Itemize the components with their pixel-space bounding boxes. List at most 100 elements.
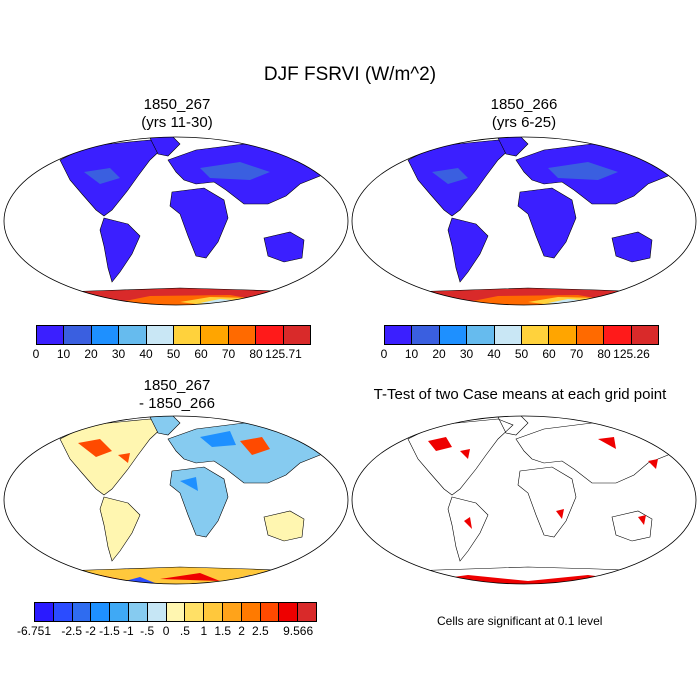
- colorbar-swatch: [119, 326, 147, 344]
- colorbar-tick-label: 125.26: [613, 347, 650, 361]
- colorbar-tick-label: -6.751: [16, 624, 52, 638]
- colorbar-tick-label: 1: [200, 624, 208, 638]
- colorbar-tick-label: 70: [221, 347, 236, 361]
- diff-panel-title: 1850_267 - 1850_266: [139, 377, 215, 412]
- significance-note: Cells are significant at 0.1 level: [437, 614, 603, 628]
- south-america-land: [99, 496, 141, 562]
- colorbar-swatch: [549, 326, 577, 344]
- colorbar-swatch: [256, 326, 284, 344]
- colorbar-tick-label: 80: [249, 347, 263, 361]
- colorbar-swatch: [279, 603, 299, 621]
- australia-land: [263, 510, 305, 542]
- australia-outline: [611, 510, 653, 542]
- colorbar-tick-label: .5: [179, 624, 190, 638]
- colorbar-tick-label: 9.566: [283, 624, 314, 638]
- colorbar-tick-label: -.5: [140, 624, 155, 638]
- colorbar-tick-label: 70: [569, 347, 584, 361]
- colorbar-swatch: [467, 326, 495, 344]
- colorbar-tick-label: 2: [238, 624, 245, 638]
- africa-land: [517, 187, 577, 259]
- ttest-map: [351, 415, 697, 585]
- colorbar-swatch: [604, 326, 632, 344]
- colorbar-tick-label: 2.5: [252, 624, 269, 638]
- colorbar-swatch: [128, 603, 148, 621]
- colorbar-tick-label: 40: [139, 347, 153, 361]
- colorbar-swatch: [201, 326, 229, 344]
- colorbar-swatch: [110, 603, 129, 621]
- colorbar-tick-label: 30: [111, 347, 126, 361]
- colorbar-swatch: [576, 326, 605, 344]
- colorbar-swatch: [91, 603, 111, 621]
- greenland-land: [149, 137, 181, 157]
- colorbar-swatch: [64, 326, 92, 344]
- colorbar-tick-label: 0: [380, 347, 388, 361]
- ttest-panel-title: T-Test of two Case means at each grid po…: [373, 386, 667, 403]
- colorbar-tick-label: 50: [514, 347, 529, 361]
- colorbar-swatch: [283, 326, 311, 344]
- colorbar-tick-label: 10: [56, 347, 71, 361]
- colorbar-swatch: [53, 603, 73, 621]
- colorbar-swatch: [185, 603, 205, 621]
- colorbar-swatch: [412, 326, 440, 344]
- colorbar-swatch: [174, 326, 202, 344]
- diff-colorbar-labels: -6.751 -2.5 -2 -1.5 -1 -.5 0 .5 1 1.5 2 2.5 9.566: [17, 624, 317, 640]
- colorbar-swatch: [147, 603, 167, 621]
- colorbar-swatch: [72, 603, 92, 621]
- colorbar-tick-label: 50: [166, 347, 181, 361]
- africa-land: [169, 187, 229, 259]
- land-shading-band: [84, 162, 270, 184]
- colorbar-tick-label: -1: [122, 624, 134, 638]
- colorbar-swatch: [166, 603, 186, 621]
- greenland-land: [497, 137, 529, 157]
- case1-map: [3, 136, 349, 306]
- case2-map: [351, 136, 697, 306]
- colorbar-tick-label: 60: [542, 347, 556, 361]
- africa-land: [169, 466, 229, 538]
- case2-panel-title: 1850_266 (yrs 6-25): [490, 96, 558, 131]
- diff-negative-patches: [180, 431, 236, 491]
- colorbar-tick-label: 20: [432, 347, 446, 361]
- colorbar-tick-label: 0: [32, 347, 40, 361]
- colorbar-swatch: [241, 603, 261, 621]
- colorbar-tick-label: 125.71: [265, 347, 302, 361]
- colorbar-swatch: [522, 326, 550, 344]
- diff-map: [3, 415, 349, 585]
- colorbar-tick-label: 20: [84, 347, 98, 361]
- australia-land: [263, 231, 305, 263]
- colorbar-tick-label: -1.5: [99, 624, 120, 638]
- case1-colorbar: [36, 325, 311, 345]
- colorbar-swatch: [146, 326, 175, 344]
- colorbar-tick-label: 60: [194, 347, 208, 361]
- case1-colorbar-labels: 0 10 20 30 40 50 60 70 80 125.71: [32, 347, 311, 363]
- colorbar-swatch: [35, 603, 54, 621]
- greenland-outline: [497, 416, 529, 436]
- colorbar-swatch: [91, 326, 120, 344]
- colorbar-tick-label: 30: [459, 347, 474, 361]
- colorbar-swatch: [439, 326, 468, 344]
- colorbar-tick-label: -2: [85, 624, 96, 638]
- colorbar-swatch: [631, 326, 659, 344]
- colorbar-tick-label: 0: [162, 624, 170, 638]
- africa-outline: [517, 466, 577, 538]
- colorbar-swatch: [37, 326, 65, 344]
- case2-colorbar-labels: 0 10 20 30 40 50 60 70 80 125.26: [380, 347, 659, 363]
- north-america-outline: [407, 418, 514, 496]
- greenland-land: [149, 416, 181, 436]
- colorbar-tick-label: 10: [404, 347, 419, 361]
- diff-positive-patches: [78, 437, 270, 463]
- colorbar-tick-label: 40: [487, 347, 501, 361]
- colorbar-swatch: [222, 603, 242, 621]
- colorbar-swatch: [385, 326, 413, 344]
- south-america-land: [99, 217, 141, 283]
- colorbar-swatch: [228, 326, 257, 344]
- case1-panel-title: 1850_267 (yrs 11-30): [141, 96, 213, 131]
- figure-title: DJF FSRVI (W/m^2): [263, 64, 437, 85]
- colorbar-tick-label: 80: [597, 347, 611, 361]
- diff-colorbar: [34, 602, 317, 622]
- colorbar-swatch: [260, 603, 280, 621]
- south-america-land: [447, 217, 489, 283]
- land-shading-band: [432, 162, 618, 184]
- colorbar-tick-label: -2.5: [61, 624, 83, 638]
- colorbar-swatch: [298, 603, 316, 621]
- colorbar-swatch: [204, 603, 223, 621]
